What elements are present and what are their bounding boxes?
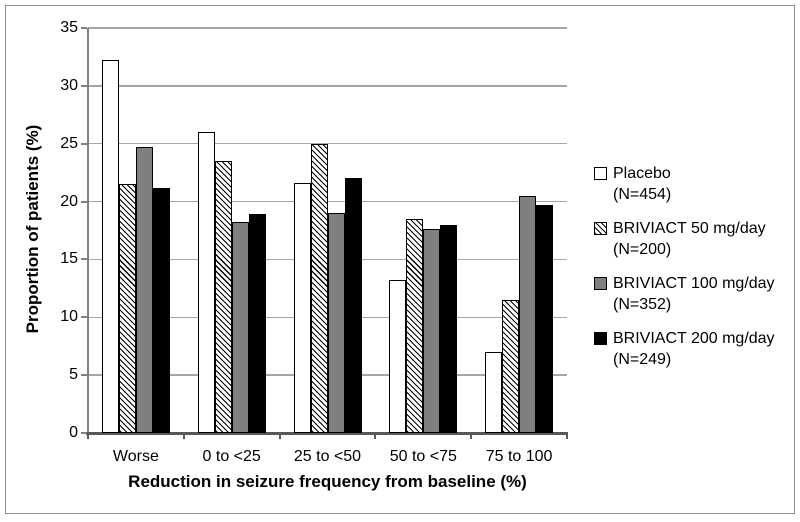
bar-gray-50-to-75	[423, 229, 441, 433]
category-label-3: 25 to <50	[293, 448, 362, 465]
legend-swatch-icon	[594, 277, 607, 290]
legend-entry: BRIVIACT 50 mg/day (N=200)	[594, 218, 794, 260]
legend-series-n: (N=352)	[613, 296, 672, 313]
gridline-35	[88, 27, 567, 29]
legend-label: BRIVIACT 200 mg/day (N=249)	[613, 328, 775, 370]
bar-gray-25-to-50	[327, 213, 345, 433]
bar-black-25-to-50	[344, 178, 362, 433]
y-axis-tick-0	[81, 432, 87, 434]
plot-area: 0 5 10 15 20 25 30 35 Worse 0 to <25 25 to <50 50 t…	[60, 19, 568, 465]
y-tick-label-5: 5	[69, 366, 78, 384]
bar-black-worse	[152, 187, 170, 433]
x-axis-tick-3	[374, 434, 377, 439]
legend: Placebo (N=454) BRIVIACT 50 mg/day (N=200) B…	[594, 163, 794, 383]
figure-border	[5, 5, 795, 514]
bar-white-25-to-50	[293, 183, 311, 433]
legend-swatch-icon	[594, 167, 607, 180]
legend-label: Placebo (N=454)	[613, 163, 671, 205]
legend-series-n: (N=249)	[613, 351, 672, 368]
y-tick-label-15: 15	[60, 250, 78, 268]
bar-gray-worse	[135, 147, 153, 433]
y-tick-label-25: 25	[60, 134, 78, 152]
legend-entry: Placebo (N=454)	[594, 163, 794, 205]
y-axis-title: Proportion of patients (%)	[23, 124, 42, 334]
y-axis-line	[87, 28, 89, 434]
y-tick-label-20: 20	[60, 192, 78, 210]
bar-hatch-0-to-25	[214, 161, 232, 433]
bar-white-50-to-75	[389, 280, 407, 433]
y-axis-tick-10	[81, 316, 87, 319]
x-axis-tick-4	[470, 434, 473, 439]
y-axis-tick-35	[81, 27, 87, 29]
legend-series-name: BRIVIACT 100 mg/day	[613, 275, 775, 292]
legend-series-name: BRIVIACT 200 mg/day	[613, 330, 775, 347]
bar-white-worse	[101, 60, 119, 433]
legend-label: BRIVIACT 50 mg/day (N=200)	[613, 218, 766, 260]
y-tick-label-10: 10	[60, 308, 78, 326]
gridline-30	[88, 85, 567, 87]
bar-hatch-25-to-50	[310, 143, 328, 433]
x-axis-title: Reduction in seizure frequency from base…	[128, 472, 527, 491]
bar-hatch-worse	[118, 184, 136, 433]
y-tick-label-0: 0	[69, 424, 78, 441]
x-axis-tick-5	[566, 434, 568, 439]
bar-black-0-to-25	[248, 214, 266, 433]
gridline-20	[88, 200, 567, 203]
y-axis-tick-20	[81, 200, 87, 203]
y-axis-tick-5	[81, 374, 87, 377]
x-axis-tick-2	[278, 434, 281, 439]
bar-gray-0-to-25	[231, 222, 249, 433]
y-axis-tick-15	[81, 258, 87, 261]
category-label-4: 50 to <75	[389, 448, 457, 465]
bar-white-75-to-100	[485, 352, 503, 433]
bar-black-50-to-75	[440, 224, 458, 433]
legend-entry: BRIVIACT 100 mg/day (N=352)	[594, 273, 794, 315]
category-label-2: 0 to <25	[202, 448, 261, 465]
y-axis-tick-30	[81, 84, 87, 87]
legend-entry: BRIVIACT 200 mg/day (N=249)	[594, 328, 794, 370]
bar-white-0-to-25	[197, 132, 215, 433]
legend-series-name: BRIVIACT 50 mg/day	[613, 220, 766, 237]
bar-hatch-50-to-75	[406, 218, 424, 433]
bar-gray-75-to-100	[519, 195, 537, 433]
y-axis-tick-25	[81, 142, 87, 145]
x-axis-tick-1	[182, 434, 185, 439]
bar-black-75-to-100	[536, 205, 554, 433]
x-axis-tick-0	[87, 434, 89, 439]
bar-hatch-75-to-100	[502, 299, 520, 433]
gridline-25	[88, 142, 567, 145]
x-axis-line	[86, 432, 568, 435]
legend-swatch-icon	[594, 222, 607, 235]
legend-swatch-icon	[594, 332, 607, 345]
legend-label: BRIVIACT 100 mg/day (N=352)	[613, 273, 775, 315]
category-label-5: 75 to 100	[485, 448, 553, 465]
legend-series-n: (N=454)	[613, 186, 672, 203]
y-tick-label-35: 35	[60, 19, 78, 36]
category-label-1: Worse	[112, 448, 159, 465]
legend-series-n: (N=200)	[613, 241, 672, 258]
y-tick-label-30: 30	[60, 76, 78, 94]
legend-series-name: Placebo	[613, 165, 671, 182]
